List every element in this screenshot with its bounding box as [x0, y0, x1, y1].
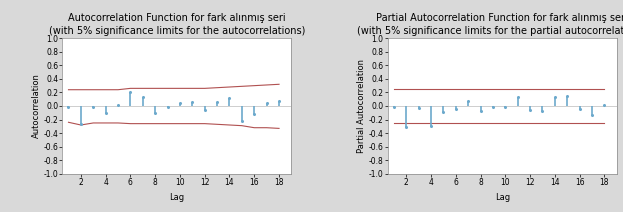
Title: Autocorrelation Function for fark alınmış seri
(with 5% significance limits for : Autocorrelation Function for fark alınmı…: [49, 13, 305, 36]
Title: Partial Autocorrelation Function for fark alınmış seri
(with 5% significance lim: Partial Autocorrelation Function for far…: [356, 13, 623, 36]
X-axis label: Lag: Lag: [495, 192, 510, 202]
Y-axis label: Autocorrelation: Autocorrelation: [32, 74, 40, 138]
Y-axis label: Partial Autocorrelation: Partial Autocorrelation: [357, 59, 366, 153]
X-axis label: Lag: Lag: [169, 192, 184, 202]
